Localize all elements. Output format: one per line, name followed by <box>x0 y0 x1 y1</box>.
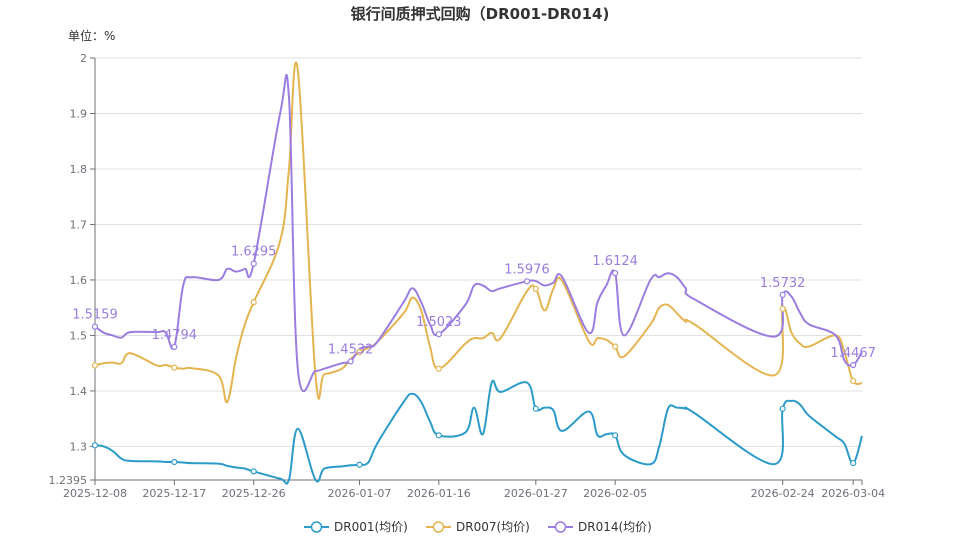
data-point <box>356 348 363 356</box>
data-point <box>532 285 539 292</box>
x-tick-label: 2026-03-04 <box>821 487 885 500</box>
data-point <box>171 364 178 371</box>
x-tick-label: 2025-12-17 <box>142 487 206 500</box>
data-point <box>435 331 442 338</box>
x-tick-label: 2026-01-07 <box>328 487 392 500</box>
series-line <box>94 61 863 404</box>
data-point <box>171 458 178 466</box>
y-tick-label: 1.7 <box>70 218 88 231</box>
data-label: 1.4794 <box>152 328 198 343</box>
legend-marker <box>554 521 567 533</box>
x-tick-label: 2026-02-24 <box>751 487 815 500</box>
data-point <box>850 361 857 369</box>
data-point <box>612 343 619 350</box>
data-point <box>612 432 619 439</box>
legend-marker <box>310 521 323 533</box>
y-tick-label: 1.9 <box>70 107 88 120</box>
data-point <box>779 291 786 298</box>
data-point <box>532 405 539 412</box>
data-label: 1.5976 <box>504 262 550 277</box>
legend-label: DR014(均价) <box>578 520 652 534</box>
data-point <box>91 442 99 449</box>
y-tick-label: 1.3 <box>70 440 88 453</box>
unit-label: 单位：% <box>68 28 115 43</box>
legend-item[interactable]: DR007(均价) <box>426 520 530 534</box>
x-tick-label: 2026-01-27 <box>504 487 568 500</box>
data-label: 1.4532 <box>328 342 374 357</box>
data-point <box>250 468 257 475</box>
x-tick-label: 2026-01-16 <box>407 487 471 500</box>
data-point <box>91 323 99 330</box>
y-tick-label: 2 <box>80 52 87 65</box>
y-tick-label: 1.2395 <box>49 474 88 487</box>
y-tick-label: 1.5 <box>70 329 88 342</box>
data-point <box>356 461 363 468</box>
data-point <box>779 405 786 412</box>
y-tick-label: 1.4 <box>70 385 88 398</box>
y-tick-label: 1.8 <box>70 163 88 176</box>
legend[interactable]: DR001(均价) DR007(均价) DR014(均价) <box>304 520 652 534</box>
data-label: 1.6124 <box>592 254 638 269</box>
series-line <box>94 379 863 485</box>
data-label: 1.4467 <box>830 346 876 361</box>
data-point <box>523 278 531 285</box>
legend-item[interactable]: DR001(均价) <box>304 520 408 534</box>
data-point <box>347 358 354 365</box>
data-point <box>250 299 257 306</box>
data-label: 1.5732 <box>760 276 806 291</box>
chart-title: 银行间质押式回购（DR001-DR014) <box>351 5 610 23</box>
data-point <box>612 269 619 277</box>
legend-label: DR007(均价) <box>456 520 530 534</box>
data-label: 1.5159 <box>72 308 118 323</box>
data-point <box>250 260 257 267</box>
x-tick-label: 2025-12-26 <box>222 487 286 500</box>
data-point <box>435 365 442 372</box>
legend-marker <box>432 521 445 533</box>
x-tick-label: 2025-12-08 <box>63 487 127 500</box>
series-markers <box>91 260 857 475</box>
data-point <box>850 377 857 385</box>
axes: 1.2395 1.3 1.4 1.5 1.6 1.7 1.8 1.9 2 2025-12-08 20… <box>49 52 886 500</box>
y-tick-label: 1.6 <box>70 274 88 287</box>
data-labels: 1.51591.47941.62951.45321.50231.59761.61… <box>72 245 876 361</box>
data-point <box>779 305 786 312</box>
legend-label: DR001(均价) <box>334 520 408 534</box>
data-label: 1.6295 <box>231 245 277 260</box>
series-lines <box>94 61 863 485</box>
grid-lines <box>95 57 862 447</box>
x-tick-label: 2026-02-05 <box>583 487 647 500</box>
data-point <box>171 343 178 350</box>
series-line <box>94 73 863 393</box>
data-point <box>91 362 99 369</box>
data-point <box>850 459 857 467</box>
legend-item[interactable]: DR014(均价) <box>548 520 652 534</box>
data-point <box>435 432 442 439</box>
data-label: 1.5023 <box>416 315 462 330</box>
